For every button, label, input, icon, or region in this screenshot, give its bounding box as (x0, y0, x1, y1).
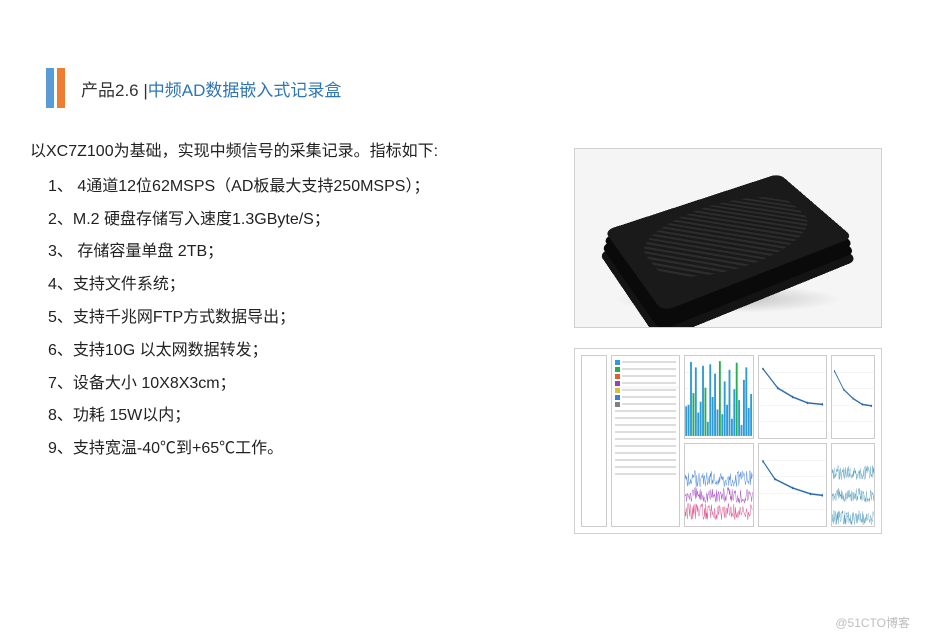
title-bar: 产品2.6 | 中频AD数据嵌入式记录盒 (46, 68, 928, 108)
chart-bar (684, 355, 753, 439)
accent-bar-orange (57, 68, 65, 108)
spec-item: 6、支持10G 以太网数据转发； (30, 335, 560, 368)
spec-item: 3、 存储容量单盘 2TB； (30, 236, 560, 269)
chart-line-bottom (758, 443, 827, 527)
spec-item: 5、支持千兆网FTP方式数据导出； (30, 302, 560, 335)
spec-item: 4、支持文件系统； (30, 269, 560, 302)
spec-item: 8、功耗 15W以内； (30, 400, 560, 433)
spec-list: 以XC7Z100为基础，实现中频信号的采集记录。指标如下: 1、 4通道12位6… (30, 136, 560, 466)
title-main: 中频AD数据嵌入式记录盒 (148, 76, 342, 101)
screenshot-dashboard (574, 348, 882, 534)
watermark: @51CTO博客 (835, 614, 910, 631)
spec-item: 2、M.2 硬盘存储写入速度1.3GByte/S； (30, 204, 560, 237)
accent-bar-blue (46, 68, 54, 108)
title-prefix: 产品2.6 | (81, 76, 148, 101)
intro-text: 以XC7Z100为基础，实现中频信号的采集记录。指标如下: (30, 136, 560, 169)
spec-item: 7、设备大小 10X8X3cm； (30, 368, 560, 401)
spec-item: 9、支持宽温-40℃到+65℃工作。 (30, 433, 560, 466)
product-photo (574, 148, 882, 328)
chart-line-top-right (831, 355, 875, 439)
dashboard-toolbar (581, 355, 607, 527)
chart-line-top-left (758, 355, 827, 439)
spec-item: 1、 4通道12位62MSPS（AD板最大支持250MSPS）； (30, 171, 560, 204)
chart-noise-bottom-left (684, 443, 753, 527)
dashboard-legend (611, 355, 680, 527)
chart-noise-bottom-right (831, 443, 875, 527)
